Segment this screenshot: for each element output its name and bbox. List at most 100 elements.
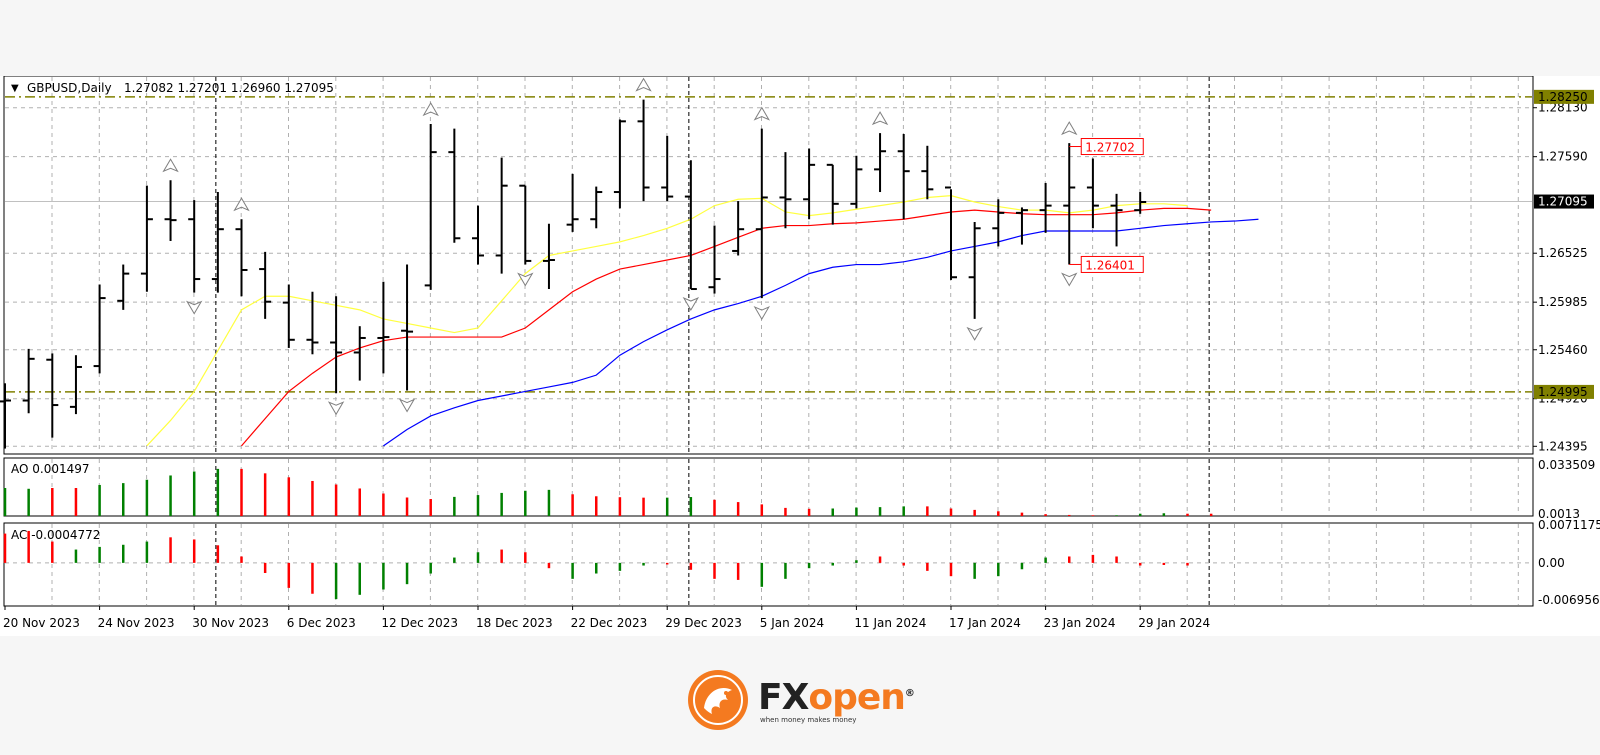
indicator-lines xyxy=(146,195,1259,447)
ohlc-bar xyxy=(353,326,366,381)
ohlc-bar xyxy=(968,221,981,319)
ohlc-bar xyxy=(779,152,792,229)
ohlc-bar xyxy=(306,291,319,355)
time-tick-label: 23 Jan 2024 xyxy=(1044,616,1116,630)
main-panel[interactable] xyxy=(3,76,1534,455)
price-annotations: 1.27702 1.26401 xyxy=(1069,138,1144,273)
price-tick-label: 1.27590 xyxy=(1538,150,1588,164)
ohlc-bar xyxy=(448,128,461,243)
footer xyxy=(0,636,1600,755)
ao-panel[interactable] xyxy=(3,457,1534,517)
ohlc-bar xyxy=(0,383,11,449)
ohlc-bar xyxy=(46,353,59,438)
fractal-down-arrow-icon xyxy=(966,326,983,341)
time-tick-label: 17 Jan 2024 xyxy=(949,616,1021,630)
ohlc-bar xyxy=(637,99,650,202)
fractal-up-arrow-icon xyxy=(753,106,770,121)
yellow-line xyxy=(146,195,1188,447)
price-tick-label: 1.25985 xyxy=(1538,295,1588,309)
ohlc-bar xyxy=(1063,143,1076,265)
fractals xyxy=(162,77,1078,416)
ohlc-bar xyxy=(826,163,839,225)
fractal-down-arrow-icon xyxy=(517,272,534,287)
ohlc-bar xyxy=(590,186,603,229)
price-tick-label: 1.24395 xyxy=(1538,439,1588,453)
time-tick-label: 6 Dec 2023 xyxy=(287,616,356,630)
ohlc-bar xyxy=(69,355,82,415)
ohlc-bar xyxy=(117,264,130,310)
annotation-label: 1.26401 xyxy=(1085,258,1135,272)
chart-window[interactable]: 1.28130 1.27590 1.26525 1.25985 1.25460 1.249… xyxy=(0,76,1600,636)
time-axis: 20 Nov 2023 24 Nov 2023 30 Nov 2023 6 Dec 2… xyxy=(3,606,1210,630)
ohlc-bar xyxy=(211,192,224,293)
ohlc-bar xyxy=(424,124,437,290)
fractal-up-arrow-icon xyxy=(162,158,179,173)
ao-tick-label: 0.0013 xyxy=(1538,507,1580,521)
time-tick-label: 24 Nov 2023 xyxy=(98,616,175,630)
ac-tick-label: 0.00 xyxy=(1538,556,1565,570)
dragon-emblem-icon xyxy=(688,670,748,730)
fractal-down-arrow-icon xyxy=(398,398,416,413)
ohlc-bar xyxy=(897,134,910,220)
dropdown-triangle-icon[interactable]: ▼ xyxy=(11,83,19,94)
ohlc-bar xyxy=(1110,193,1123,247)
ohlc-bar xyxy=(235,219,248,297)
ac-histogram xyxy=(3,530,1532,600)
time-tick-label: 29 Dec 2023 xyxy=(665,616,742,630)
ohlc-bar xyxy=(164,180,177,241)
ohlc-bar xyxy=(495,157,508,274)
current-price-label-bg xyxy=(1534,194,1594,209)
price-levels xyxy=(5,96,1532,393)
ohlc-bar xyxy=(472,205,484,265)
current-price-label: 1.27095 xyxy=(1538,195,1588,209)
ohlc-bar xyxy=(755,128,768,299)
ohlc-bar xyxy=(613,119,626,209)
logo-registered: ® xyxy=(904,688,915,699)
ohlc-bar xyxy=(188,200,201,293)
ohlc-bars xyxy=(0,99,1147,449)
ohlc-bar xyxy=(140,185,153,292)
ohlc-bar xyxy=(401,264,414,391)
price-tick-label: 1.26525 xyxy=(1538,246,1588,260)
ohlc-bar xyxy=(519,184,532,265)
level-label-bg xyxy=(1534,384,1594,399)
ohlc-bar xyxy=(93,284,106,374)
fractal-up-arrow-icon xyxy=(233,197,250,212)
annotation-box xyxy=(1080,138,1144,156)
level-label-bg xyxy=(1534,89,1594,104)
ohlc-bar xyxy=(684,160,697,291)
chart-svg[interactable]: 1.28130 1.27590 1.26525 1.25985 1.25460 1.249… xyxy=(0,76,1600,636)
ohlc-bar xyxy=(330,296,343,394)
price-tick-label: 1.28130 xyxy=(1538,101,1588,115)
time-tick-label: 5 Jan 2024 xyxy=(760,616,824,630)
ohlc-bar xyxy=(259,251,272,319)
ohlc-bar xyxy=(542,223,555,290)
fractal-up-arrow-icon xyxy=(871,111,889,126)
ohlc-bar xyxy=(1134,192,1147,214)
ohlc-bar xyxy=(1015,207,1028,245)
price-axis: 1.28130 1.27590 1.26525 1.25985 1.25460 1.249… xyxy=(1533,89,1600,607)
ac-tick-label: 0.0071175 xyxy=(1538,518,1600,532)
price-tick-label: 1.25460 xyxy=(1538,343,1588,357)
ohlc-bar xyxy=(992,199,1005,247)
time-tick-label: 20 Nov 2023 xyxy=(3,616,80,630)
annotation-label: 1.27702 xyxy=(1085,141,1135,155)
red-line xyxy=(241,207,1212,447)
ac-panel[interactable] xyxy=(3,522,1534,607)
ohlc-bar xyxy=(22,348,35,414)
ohlc-bar xyxy=(661,135,674,202)
ohlc-bar xyxy=(566,173,579,232)
ohlc-bar xyxy=(732,201,745,256)
ac-tick-label: -0.0069564 xyxy=(1538,593,1600,607)
ohlc-bar xyxy=(945,186,957,280)
time-tick-label: 29 Jan 2024 xyxy=(1138,616,1210,630)
fractal-down-arrow-icon xyxy=(753,306,770,321)
fractal-down-arrow-icon xyxy=(186,300,203,315)
ohlc-bar xyxy=(1086,158,1099,229)
ao-tick-label: 0.033509 xyxy=(1538,458,1595,472)
ohlc-bar xyxy=(850,155,863,209)
ohlc-bar xyxy=(803,148,816,220)
fxopen-logo: FXopen® when money makes money xyxy=(686,668,915,732)
logo-text-open: open xyxy=(808,677,906,718)
time-tick-label: 30 Nov 2023 xyxy=(192,616,269,630)
